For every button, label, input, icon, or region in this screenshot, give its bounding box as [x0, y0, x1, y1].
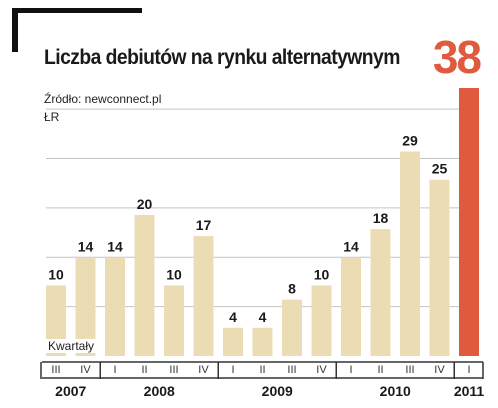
bar: [400, 151, 420, 356]
bar: [370, 229, 391, 356]
data-label: 25: [432, 161, 448, 177]
bar: [193, 236, 214, 356]
unit-label: ŁR: [44, 110, 60, 124]
data-label: 10: [166, 266, 182, 282]
data-label: 10: [314, 266, 330, 282]
year-label: 2009: [262, 383, 293, 399]
data-labels: 10 14 14 20 10 17 4 4 8 10 14 18 29 25: [48, 132, 447, 324]
quarter-tick-label: IV: [198, 364, 209, 376]
frame-corner-vertical: [12, 8, 18, 52]
bar: [134, 214, 155, 356]
quarter-tick-label: I: [231, 364, 234, 376]
quarter-tick-label: II: [141, 364, 147, 376]
quarter-tick-label: I: [467, 364, 470, 376]
data-label: 10: [48, 266, 64, 282]
quarter-tick-label: III: [169, 364, 178, 376]
data-label: 8: [288, 281, 296, 297]
data-label: 14: [343, 238, 359, 254]
year-label: 2011: [454, 383, 485, 399]
data-label: 18: [373, 210, 389, 226]
chart-title: Liczba debiutów na rynku alternatywnym: [44, 46, 400, 69]
year-label: 2010: [380, 383, 411, 399]
bar: [311, 285, 332, 356]
bar: [341, 257, 361, 356]
quarter-tick-label: II: [377, 364, 383, 376]
x-axis-label: Kwartały: [46, 339, 97, 353]
year-label: 2008: [144, 383, 175, 399]
bar: [429, 179, 450, 356]
bar: [75, 257, 96, 356]
bar-highlight: [459, 88, 479, 356]
bar: [252, 327, 273, 356]
data-label: 14: [107, 238, 123, 254]
quarter-tick-label: III: [287, 364, 296, 376]
quarter-tick-label: II: [259, 364, 265, 376]
frame-corner-horizontal: [12, 8, 142, 13]
data-label: 4: [259, 309, 267, 325]
bar: [164, 285, 184, 356]
data-label: 17: [196, 217, 212, 233]
bar: [105, 257, 125, 356]
quarter-tick-label: IV: [316, 364, 327, 376]
bar: [282, 299, 302, 356]
bar: [46, 285, 66, 356]
source-note: Źródło: newconnect.pl: [44, 92, 162, 106]
quarter-tick-label: I: [349, 364, 352, 376]
quarter-tick-label: I: [113, 364, 116, 376]
bar: [223, 327, 243, 356]
data-label: 20: [137, 196, 153, 212]
data-label: 29: [402, 132, 418, 148]
data-label: 4: [229, 309, 237, 325]
headline-value: 38: [432, 31, 482, 83]
year-label: 2007: [55, 383, 86, 399]
quarter-tick-label: III: [51, 364, 60, 376]
bars: [46, 88, 479, 356]
data-label: 14: [78, 238, 94, 254]
quarter-tick-label: IV: [80, 364, 91, 376]
quarter-tick-label: IV: [434, 364, 445, 376]
quarter-tick-label: III: [405, 364, 414, 376]
